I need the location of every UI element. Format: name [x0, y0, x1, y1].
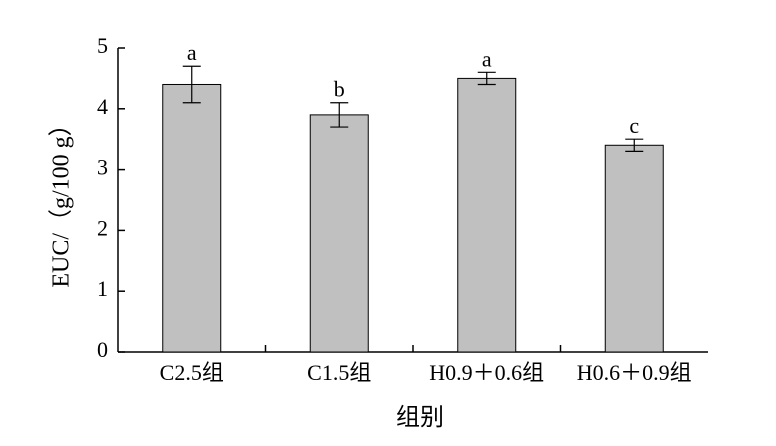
- y-axis: 0 1 2 3 4 5: [97, 33, 125, 362]
- y-axis-label: EUC/（g/100 g）: [49, 112, 75, 287]
- y-tick-label: 0: [97, 337, 108, 362]
- x-tick-label: C2.5组: [160, 360, 224, 385]
- bar: [309, 114, 369, 353]
- y-tick-label: 3: [97, 155, 108, 180]
- bar: [604, 144, 664, 353]
- y-tick-label: 5: [97, 33, 108, 58]
- significance-label: a: [482, 46, 492, 71]
- bar: [162, 83, 222, 353]
- y-tick-label: 4: [97, 94, 108, 119]
- x-axis-label: 组别: [396, 404, 444, 431]
- x-tick-label: H0.9＋0.6组: [429, 360, 544, 385]
- x-axis: C2.5组 C1.5组 H0.9＋0.6组 H0.6＋0.9组: [118, 345, 708, 385]
- bar: [457, 77, 517, 353]
- significance-label: b: [334, 77, 345, 102]
- x-tick-label: H0.6＋0.9组: [577, 360, 692, 385]
- bars: a b a c: [162, 40, 664, 353]
- y-tick-label: 2: [97, 215, 108, 240]
- y-tick-label: 1: [97, 276, 108, 301]
- x-tick-label: C1.5组: [307, 360, 371, 385]
- significance-label: c: [629, 113, 639, 138]
- significance-label: a: [187, 40, 197, 65]
